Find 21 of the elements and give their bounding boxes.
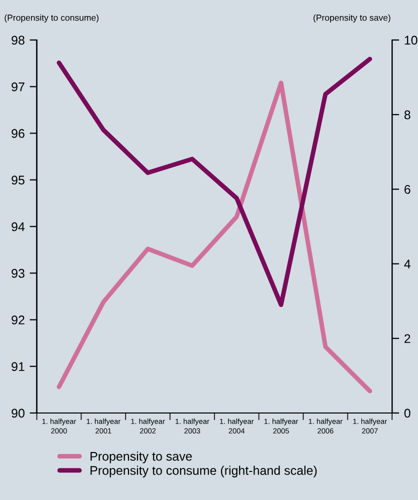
line-series bbox=[56, 80, 372, 394]
y-tick-label: 91 bbox=[12, 362, 24, 372]
y2-tick-label: 10 bbox=[404, 36, 418, 45]
y2-tick-label: 0 bbox=[404, 408, 410, 418]
y-tick-label: 98 bbox=[12, 36, 24, 45]
y-tick-label: 92 bbox=[12, 316, 24, 324]
y2-tick-label: 8 bbox=[404, 110, 410, 120]
y2-tick-label: 4 bbox=[404, 260, 410, 268]
y2-tick-label: 6 bbox=[404, 185, 410, 194]
y-tick-label: 90 bbox=[12, 408, 24, 418]
y-tick-label: 96 bbox=[12, 129, 24, 138]
legend-label: Propensity to save bbox=[90, 452, 192, 464]
y-tick-label: 97 bbox=[12, 82, 24, 92]
y-axis-title: (Propensity to consume) bbox=[4, 14, 98, 22]
y-tick-label: 94 bbox=[12, 222, 25, 232]
line-series bbox=[56, 56, 372, 308]
y-tick-label: 93 bbox=[12, 268, 24, 278]
legend-label: Propensity to consume (right-hand scale) bbox=[90, 466, 317, 478]
y2-tick-label: 2 bbox=[404, 334, 410, 343]
y-tick-label: 95 bbox=[12, 176, 24, 185]
y2-axis-title: (Propensity to save) bbox=[314, 14, 390, 22]
